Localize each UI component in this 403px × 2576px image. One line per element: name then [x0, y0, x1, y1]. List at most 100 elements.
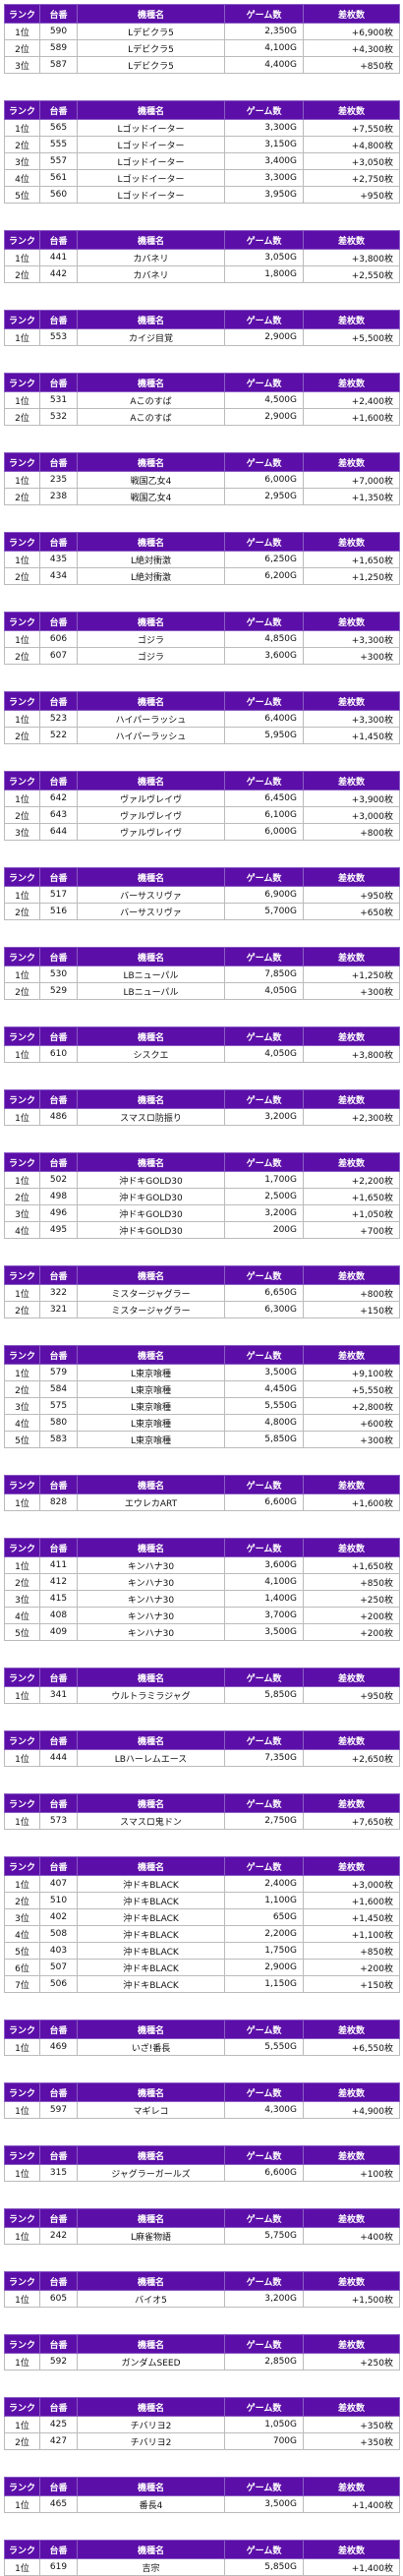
machine-number: 560	[39, 186, 78, 204]
game-count: 4,450G	[224, 1380, 304, 1398]
column-header: 差枚数	[303, 1265, 400, 1285]
data-row: 1位 610 シスクエ 4,050G +3,800枚	[4, 1045, 400, 1063]
rank: 2位	[4, 1380, 40, 1398]
machine-name: Aこのすば	[77, 408, 225, 426]
game-count: 6,600G	[224, 2164, 304, 2182]
game-count: 5,850G	[224, 2558, 304, 2576]
data-row: 1位 465 番長4 3,500G +1,400枚	[4, 2495, 400, 2513]
machine-number: 402	[39, 1908, 78, 1926]
machine-number: 415	[39, 1590, 78, 1608]
data-row: 1位 606 ゴジラ 4,850G +3,300枚	[4, 630, 400, 648]
game-count: 4,100G	[224, 39, 304, 57]
header-row: ランク 台番 機種名 ゲーム数 差枚数	[4, 532, 400, 552]
column-header: 台番	[39, 1538, 78, 1557]
column-header: 機種名	[77, 2145, 225, 2165]
data-row: 2位 321 ミスタージャグラー 6,300G +150枚	[4, 1301, 400, 1318]
machine-name: バイオ5	[77, 2290, 225, 2308]
game-count: 3,050G	[224, 249, 304, 266]
game-count: 2,850G	[224, 2353, 304, 2371]
game-count: 2,350G	[224, 23, 304, 40]
rank: 5位	[4, 1431, 40, 1448]
header-row: ランク 台番 機種名 ゲーム数 差枚数	[4, 4, 400, 24]
coin-difference: +2,200枚	[303, 1171, 400, 1189]
coin-difference: +150枚	[303, 1975, 400, 1993]
game-count: 1,750G	[224, 1942, 304, 1960]
data-row: 3位 575 L東京喰種 5,550G +2,800枚	[4, 1397, 400, 1415]
coin-difference: +1,400枚	[303, 2495, 400, 2513]
column-header: 台番	[39, 100, 78, 120]
machine-number: 412	[39, 1573, 78, 1591]
coin-difference: +4,900枚	[303, 2101, 400, 2119]
data-row: 1位 341 ウルトラミラジャグ 5,850G +950枚	[4, 1686, 400, 1704]
data-row: 1位 425 チバリヨ2 1,050G +350枚	[4, 2416, 400, 2433]
column-header: 台番	[39, 2397, 78, 2417]
data-row: 2位 555 Lゴッドイーター 3,150G +4,800枚	[4, 136, 400, 153]
rank: 3位	[4, 152, 40, 170]
coin-difference: +2,400枚	[303, 391, 400, 409]
column-header: 機種名	[77, 4, 225, 24]
column-header: 台番	[39, 1475, 78, 1494]
rank: 3位	[4, 1204, 40, 1222]
machine-number: 444	[39, 1749, 78, 1767]
coin-difference: +850枚	[303, 1573, 400, 1591]
machine-number: 465	[39, 2495, 78, 2513]
data-row: 1位 592 ガンダムSEED 2,850G +250枚	[4, 2353, 400, 2371]
column-header: 機種名	[77, 532, 225, 552]
rank: 1位	[4, 1556, 40, 1574]
rank: 1位	[4, 1108, 40, 1126]
rank: 2位	[4, 136, 40, 153]
column-header: 差枚数	[303, 1668, 400, 1687]
machine-name: キンハナ30	[77, 1573, 225, 1591]
game-count: 4,850G	[224, 630, 304, 648]
data-row: 1位 573 スマスロ鬼ドン 2,750G +7,650枚	[4, 1812, 400, 1830]
column-header: 差枚数	[303, 1730, 400, 1750]
column-header: 台番	[39, 4, 78, 24]
data-row: 1位 444 LBハーレムエース 7,350G +2,650枚	[4, 1749, 400, 1767]
header-row: ランク 台番 機種名 ゲーム数 差枚数	[4, 947, 400, 966]
machine-name: Lゴッドイーター	[77, 119, 225, 137]
column-header: ゲーム数	[224, 2020, 304, 2039]
ranking-table: ランク 台番 機種名 ゲーム数 差枚数 1位 502 沖ドキGOLD30 1,700G +2,20…	[4, 1152, 400, 1239]
column-header: ランク	[4, 1793, 40, 1813]
machine-name: カバネリ	[77, 265, 225, 283]
game-count: 4,300G	[224, 2101, 304, 2119]
machine-name: L絶対衝激	[77, 551, 225, 568]
rank: 1位	[4, 2353, 40, 2371]
machine-name: 沖ドキBLACK	[77, 1875, 225, 1893]
column-header: ランク	[4, 1856, 40, 1876]
column-header: 台番	[39, 1265, 78, 1285]
machine-name: ヴァルヴレイヴ	[77, 806, 225, 824]
machine-number: 321	[39, 1301, 78, 1318]
machine-number: 496	[39, 1204, 78, 1222]
rank: 2位	[4, 982, 40, 1000]
coin-difference: +3,800枚	[303, 1045, 400, 1063]
column-header: 差枚数	[303, 1089, 400, 1109]
rank: 2位	[4, 1892, 40, 1909]
column-header: 差枚数	[303, 1026, 400, 1046]
ranking-table: ランク 台番 機種名 ゲーム数 差枚数 1位 592 ガンダムSEED 2,850G +250枚	[4, 2334, 400, 2371]
data-row: 4位 561 Lゴッドイーター 3,300G +2,750枚	[4, 169, 400, 187]
column-header: 台番	[39, 2145, 78, 2165]
rank: 2位	[4, 1301, 40, 1318]
column-header: 機種名	[77, 2020, 225, 2039]
column-header: 差枚数	[303, 230, 400, 250]
ranking-table: ランク 台番 機種名 ゲーム数 差枚数 1位 465 番長4 3,500G +1,400枚	[4, 2477, 400, 2513]
rank: 5位	[4, 1942, 40, 1960]
machine-number: 469	[39, 2038, 78, 2056]
column-header: 差枚数	[303, 2540, 400, 2559]
game-count: 5,700G	[224, 903, 304, 920]
column-header: ゲーム数	[224, 2082, 304, 2102]
machine-number: 506	[39, 1975, 78, 1993]
data-row: 2位 522 ハイパーラッシュ 5,950G +1,450枚	[4, 727, 400, 744]
column-header: ランク	[4, 452, 40, 472]
column-header: ゲーム数	[224, 1152, 304, 1172]
machine-name: L東京喰種	[77, 1364, 225, 1381]
machine-number: 561	[39, 169, 78, 187]
coin-difference: +250枚	[303, 2353, 400, 2371]
column-header: ランク	[4, 1089, 40, 1109]
column-header: 台番	[39, 1026, 78, 1046]
data-row: 4位 580 L東京喰種 4,800G +600枚	[4, 1414, 400, 1432]
column-header: 台番	[39, 2208, 78, 2228]
data-row: 1位 523 ハイパーラッシュ 6,400G +3,300枚	[4, 710, 400, 728]
rank: 2位	[4, 39, 40, 57]
